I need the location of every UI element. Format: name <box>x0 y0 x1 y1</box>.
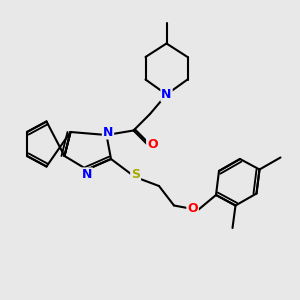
Text: N: N <box>103 125 113 139</box>
Text: O: O <box>147 138 158 151</box>
Text: N: N <box>82 168 92 182</box>
Text: S: S <box>131 167 140 181</box>
Text: O: O <box>187 202 198 215</box>
Text: N: N <box>161 88 172 101</box>
